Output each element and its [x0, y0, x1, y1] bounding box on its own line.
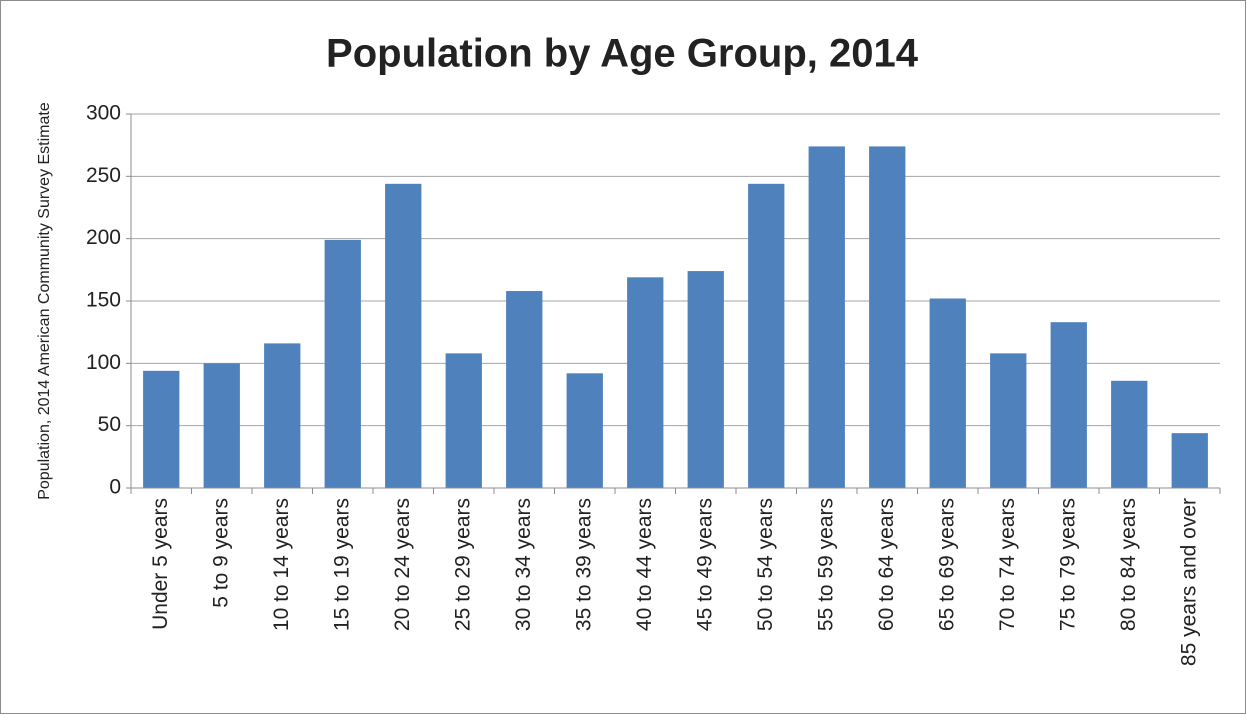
- x-tick-label: 15 to 19 years: [330, 498, 353, 631]
- y-tick-label: 200: [86, 226, 121, 249]
- x-tick-label: 10 to 14 years: [270, 498, 293, 631]
- bar: [324, 239, 361, 488]
- bar: [203, 363, 240, 488]
- bar: [990, 353, 1027, 488]
- x-tick-label: 20 to 24 years: [391, 498, 414, 631]
- bar: [627, 277, 664, 488]
- y-axis-label: Population, 2014 American Community Surv…: [36, 102, 53, 500]
- bar: [869, 146, 906, 488]
- x-tick-label: 80 to 84 years: [1117, 498, 1140, 631]
- y-tick-label: 300: [86, 102, 121, 125]
- x-tick-label: 70 to 74 years: [996, 498, 1019, 631]
- y-tick-label: 100: [86, 351, 121, 374]
- y-tick-label: 50: [98, 413, 121, 436]
- bar: [506, 291, 543, 488]
- x-tick-label: 5 to 9 years: [209, 498, 232, 608]
- bar: [748, 183, 785, 488]
- y-tick-label: 150: [86, 289, 121, 312]
- bar: [264, 343, 301, 488]
- bar: [566, 373, 603, 488]
- bar: [1050, 322, 1087, 488]
- x-tick-label: 85 years and over: [1177, 498, 1200, 666]
- bar: [808, 146, 845, 488]
- x-tick-label: Under 5 years: [149, 498, 172, 630]
- bar: [687, 271, 724, 488]
- x-tick-label: 30 to 34 years: [512, 498, 535, 631]
- bar: [1111, 380, 1148, 488]
- x-tick-label: 65 to 69 years: [935, 498, 958, 631]
- y-tick-label: 0: [109, 476, 121, 499]
- x-tick-label: 55 to 59 years: [814, 498, 837, 631]
- x-tick-label: 40 to 44 years: [633, 498, 656, 631]
- bar: [1171, 433, 1208, 488]
- x-tick-label: 45 to 49 years: [693, 498, 716, 631]
- x-tick-label: 75 to 79 years: [1056, 498, 1079, 631]
- x-tick-label: 35 to 39 years: [572, 498, 595, 631]
- x-tick-label: 60 to 64 years: [875, 498, 898, 631]
- bar: [445, 353, 482, 488]
- chart-title: Population by Age Group, 2014: [326, 32, 919, 76]
- bar: [143, 370, 180, 488]
- x-tick-label: 50 to 54 years: [754, 498, 777, 631]
- bar: [929, 298, 966, 488]
- bar: [385, 183, 422, 488]
- x-tick-label: 25 to 29 years: [451, 498, 474, 631]
- y-tick-label: 250: [86, 164, 121, 187]
